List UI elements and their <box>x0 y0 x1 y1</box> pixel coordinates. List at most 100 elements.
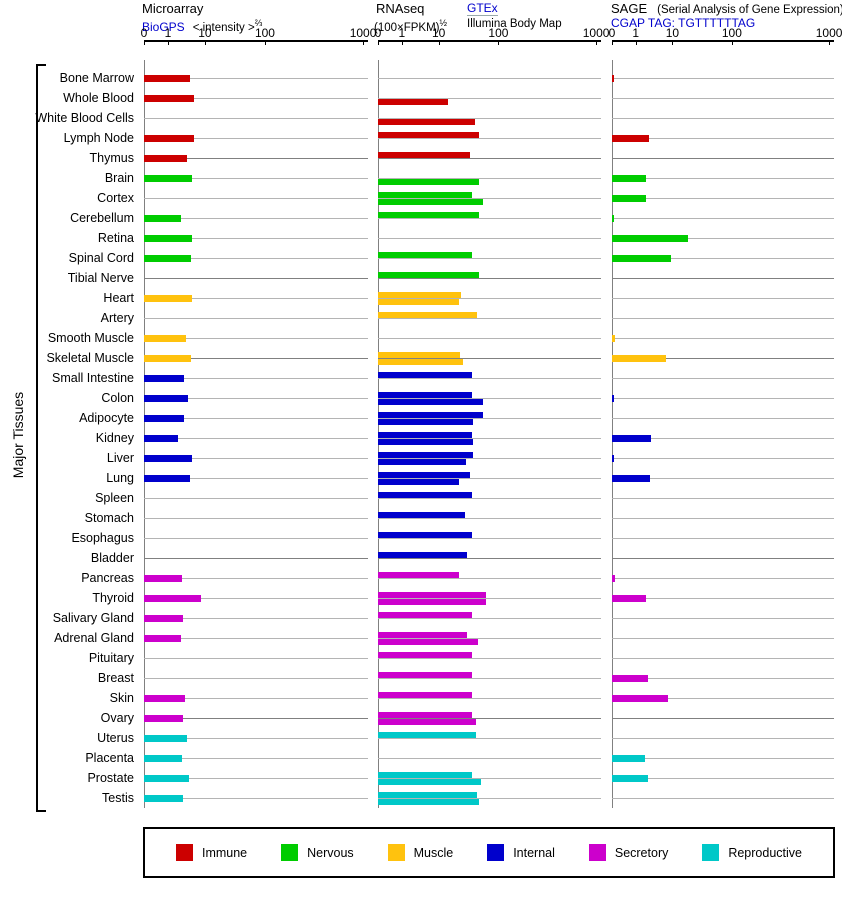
gridline-row <box>378 358 601 359</box>
bar-rnaseq <box>378 572 460 578</box>
gridline-row <box>378 738 601 739</box>
gridline-row <box>612 618 834 619</box>
bar-rnaseq <box>378 692 472 698</box>
gridline-row <box>144 78 368 79</box>
gridline-row <box>612 98 834 99</box>
gridline-row <box>612 238 834 239</box>
plot-vaxis-sage <box>612 60 613 808</box>
bar-rnaseq <box>378 179 479 185</box>
axis-tick-label-sage: 100 <box>721 26 742 40</box>
bar-rnaseq <box>378 719 476 725</box>
gridline-row <box>378 778 601 779</box>
axis-tick-sage <box>672 40 674 45</box>
plot-vaxis-microarray <box>144 60 145 808</box>
bar-sage <box>612 215 615 222</box>
bar-rnaseq <box>378 132 479 138</box>
axis-tick-rnaseq <box>438 40 440 45</box>
tissue-label-small-intestine: Small Intestine <box>52 371 134 385</box>
tissue-label-bone-marrow: Bone Marrow <box>59 71 134 85</box>
axis-tick-label-rnaseq: 10 <box>431 26 446 40</box>
gridline-row <box>144 758 368 759</box>
gridline-row <box>612 138 834 139</box>
bar-rnaseq <box>378 799 479 805</box>
gridline-row <box>378 718 601 719</box>
gridline-row <box>144 598 368 599</box>
bar-microarray <box>144 795 183 802</box>
gridline-row <box>378 418 601 419</box>
tissue-label-stomach: Stomach <box>84 511 134 525</box>
gridline-row <box>144 718 368 719</box>
gridline-row <box>612 538 834 539</box>
tissue-label-artery: Artery <box>100 311 134 325</box>
legend-item-reproductive: Reproductive <box>702 844 802 861</box>
axis-tick-label-sage: 1000 <box>815 26 842 40</box>
legend-label: Nervous <box>307 845 354 860</box>
tissue-label-cerebellum: Cerebellum <box>70 211 134 225</box>
gridline-row <box>378 678 601 679</box>
axis-tick-label-rnaseq: 0 <box>374 26 382 40</box>
gridline-row <box>612 778 834 779</box>
bar-rnaseq <box>378 119 476 125</box>
legend-label: Secretory <box>614 845 669 860</box>
bar-rnaseq <box>378 392 472 398</box>
legend-swatch-immune <box>175 844 193 861</box>
bar-rnaseq <box>378 439 474 445</box>
bar-rnaseq <box>378 632 468 638</box>
gridline-row <box>378 238 601 239</box>
tissue-label-esophagus: Esophagus <box>71 531 134 545</box>
bar-microarray <box>144 475 190 482</box>
axis-tick-label-microarray: 1 <box>164 26 172 40</box>
bar-rnaseq <box>378 492 472 498</box>
bar-rnaseq <box>378 672 472 678</box>
gridline-row <box>612 218 834 219</box>
tissue-label-salivary-gland: Salivary Gland <box>52 611 134 625</box>
tissue-label-smooth-muscle: Smooth Muscle <box>47 331 134 345</box>
gridline-row <box>612 78 834 79</box>
gridline-row <box>144 498 368 499</box>
bar-rnaseq <box>378 652 472 658</box>
tissue-label-spleen: Spleen <box>95 491 134 505</box>
gridline-row <box>378 78 601 79</box>
legend-label: Muscle <box>413 845 454 860</box>
tissue-label-ovary: Ovary <box>100 711 134 725</box>
y-axis-label: Major Tissues <box>10 391 26 479</box>
bar-rnaseq <box>378 512 466 518</box>
bar-rnaseq <box>378 712 472 718</box>
tissue-label-lung: Lung <box>106 471 134 485</box>
gridline-row <box>612 118 834 119</box>
bar-microarray <box>144 255 192 262</box>
gridline-row <box>144 698 368 699</box>
gridline-row <box>378 138 601 139</box>
gridline-row <box>612 638 834 639</box>
gridline-row <box>144 378 368 379</box>
gridline-row <box>378 458 601 459</box>
bar-rnaseq <box>378 792 478 798</box>
gridline-row <box>144 578 368 579</box>
bar-rnaseq <box>378 459 467 465</box>
gridline-row <box>612 478 834 479</box>
sage-title: SAGE <box>611 1 648 16</box>
bar-microarray <box>144 335 186 342</box>
legend-item-nervous: Nervous <box>281 844 354 861</box>
rnaseq-source-gtex[interactable]: GTEx <box>467 1 498 16</box>
gridline-row <box>144 558 368 559</box>
tissue-label-skin: Skin <box>109 691 134 705</box>
tissue-label-white-blood-cells: White Blood Cells <box>35 111 134 125</box>
gridline-row <box>378 538 601 539</box>
gridline-row <box>612 658 834 659</box>
rnaseq-source-illumina: Illumina Body Map <box>467 18 562 30</box>
plot-rnaseq <box>378 60 601 808</box>
tissue-label-spinal-cord: Spinal Cord <box>68 251 134 265</box>
gridline-row <box>612 718 834 719</box>
legend-item-muscle: Muscle <box>387 844 454 861</box>
bar-microarray <box>144 395 188 402</box>
bar-microarray <box>144 375 185 382</box>
gridline-row <box>612 578 834 579</box>
tissue-label-colon: Colon <box>101 391 134 405</box>
gridline-row <box>378 758 601 759</box>
axis-tick-rnaseq <box>596 40 598 45</box>
gridline-row <box>144 418 368 419</box>
axis-tick-microarray <box>167 40 169 45</box>
gridline-row <box>144 158 368 159</box>
bar-sage <box>612 455 615 462</box>
